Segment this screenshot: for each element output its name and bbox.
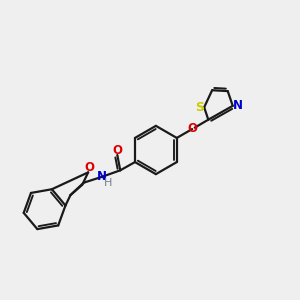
Text: O: O: [84, 160, 94, 174]
Text: N: N: [233, 99, 243, 112]
Text: O: O: [112, 144, 122, 157]
Text: N: N: [97, 170, 107, 183]
Text: S: S: [195, 101, 204, 114]
Text: H: H: [104, 178, 113, 188]
Text: O: O: [188, 122, 197, 135]
